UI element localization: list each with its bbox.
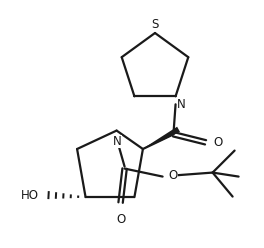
Text: HO: HO [21, 189, 39, 202]
Text: O: O [116, 213, 125, 226]
Text: O: O [169, 169, 178, 182]
Text: S: S [151, 18, 159, 31]
Text: N: N [177, 98, 185, 111]
Text: O: O [214, 136, 223, 149]
Text: N: N [113, 135, 122, 148]
Polygon shape [143, 127, 180, 149]
